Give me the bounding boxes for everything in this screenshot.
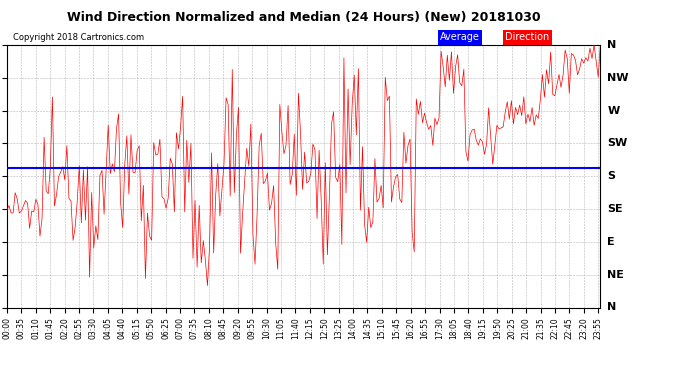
- Text: S: S: [607, 171, 615, 181]
- Text: SW: SW: [607, 138, 627, 148]
- Text: Copyright 2018 Cartronics.com: Copyright 2018 Cartronics.com: [13, 33, 144, 42]
- Text: NE: NE: [607, 270, 624, 280]
- Text: N: N: [607, 303, 616, 312]
- Text: W: W: [607, 106, 620, 116]
- Text: E: E: [607, 237, 615, 247]
- Text: Average: Average: [440, 32, 480, 42]
- Text: Wind Direction Normalized and Median (24 Hours) (New) 20181030: Wind Direction Normalized and Median (24…: [67, 11, 540, 24]
- Text: NW: NW: [607, 73, 629, 83]
- Text: N: N: [607, 40, 616, 50]
- Text: SE: SE: [607, 204, 623, 214]
- Text: Direction: Direction: [505, 32, 550, 42]
